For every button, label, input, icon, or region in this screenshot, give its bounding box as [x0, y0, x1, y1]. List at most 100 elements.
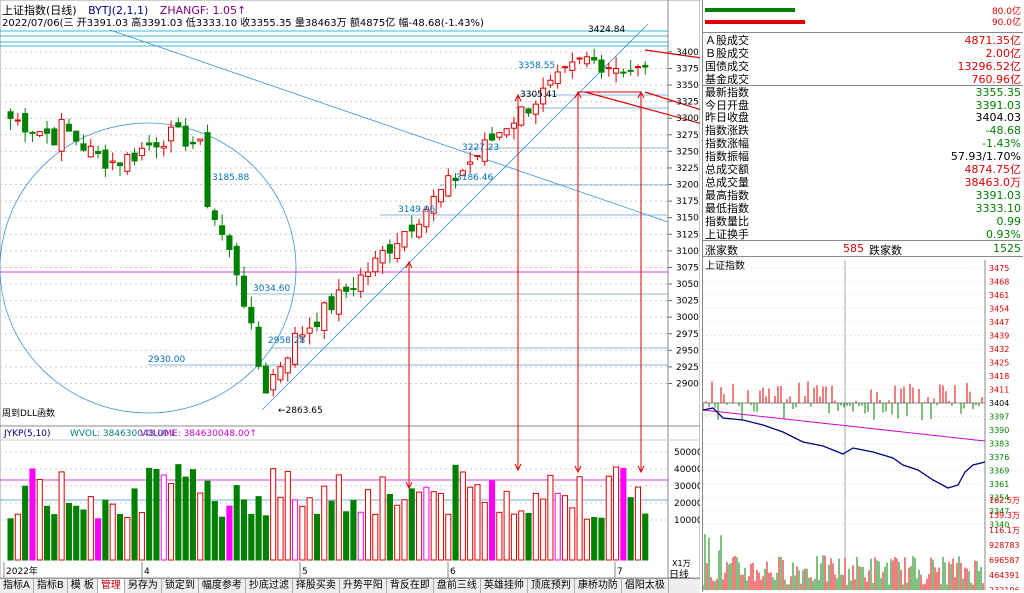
date-label: 2022年 — [6, 565, 38, 577]
candle-body — [270, 374, 277, 391]
candle-body — [43, 128, 51, 134]
volume-bar — [430, 491, 437, 561]
avg-price-line — [703, 409, 986, 442]
tab-3[interactable]: 管理 — [97, 579, 125, 593]
price-tick: 3250 — [676, 147, 699, 157]
candle-body — [620, 71, 627, 74]
intraday-tick: 3439 — [989, 332, 1009, 341]
tab-7[interactable]: 抄底过滤 — [246, 579, 293, 593]
volume-bar — [437, 492, 445, 561]
volume-bar — [386, 493, 393, 561]
quote-row: Ｂ股成交 2.00亿 — [705, 47, 1023, 60]
volume-bar — [496, 511, 503, 561]
intraday-tick: 3425 — [989, 359, 1009, 368]
candle-body — [168, 126, 175, 142]
intraday-tick: 3468 — [989, 278, 1009, 287]
volume-bar — [226, 505, 233, 561]
candle-body — [467, 161, 474, 165]
candle-body — [182, 125, 189, 147]
candle-body — [394, 243, 401, 259]
volume-tick: 50000 — [674, 448, 700, 458]
quote-label: 今日开盘 — [705, 98, 749, 112]
tab-0[interactable]: 指标A — [0, 579, 34, 593]
price-tick: 3375 — [676, 64, 699, 74]
intraday-vol-tick: 232196 — [989, 586, 1020, 590]
intraday-tick: 3390 — [989, 426, 1009, 435]
wvol-label: WVOL: 384630048.00↓ — [70, 429, 176, 439]
volume-bar — [87, 496, 94, 561]
quote-label: Ｂ股成交 — [705, 46, 749, 60]
arrow-head — [405, 481, 413, 490]
price-tick: 3225 — [676, 164, 699, 174]
tab-14[interactable]: 康桥功防 — [575, 579, 622, 593]
candle-body — [357, 274, 364, 292]
candle-body — [226, 235, 233, 250]
green-bar — [705, 8, 795, 12]
volume-bar — [423, 486, 430, 561]
kline-panel[interactable]: 3400 3375 3350 3325 3300 3275 3250 3225 3200 3175… — [0, 0, 700, 593]
volume-bar — [547, 474, 554, 561]
tab-1[interactable]: 指标B — [34, 579, 68, 593]
candle-body — [583, 56, 590, 65]
quote-label: 上证换手 — [705, 227, 749, 241]
candle-body — [452, 177, 459, 182]
downtrend-line — [109, 29, 669, 223]
candle-body — [255, 326, 262, 367]
volume-bar — [364, 489, 372, 561]
price-tick: 3325 — [676, 98, 699, 108]
drawn-circle — [0, 122, 297, 414]
candle-body — [540, 87, 547, 105]
price-line — [703, 407, 986, 489]
level-label: 3149.06 — [398, 205, 435, 215]
candle-body — [518, 106, 525, 126]
candle-body — [299, 334, 306, 338]
tab-9[interactable]: 升势平阳 — [340, 579, 387, 593]
volume-bar — [569, 507, 576, 561]
volume-bar — [153, 468, 160, 561]
quote-label: 最新指数 — [705, 85, 749, 99]
tab-2[interactable]: 模 板 — [68, 579, 98, 593]
tab-4[interactable]: 另存为 — [125, 579, 162, 593]
volume-bar — [292, 499, 299, 561]
tab-5[interactable]: 锁定到 — [162, 579, 199, 593]
volume-bar — [627, 497, 634, 561]
candle-body — [364, 271, 372, 277]
tab-15[interactable]: 倡阳太极 — [622, 579, 669, 593]
candle-body — [292, 332, 299, 365]
candle-body — [7, 111, 14, 119]
volume-bar — [335, 474, 342, 561]
bar-info: 2022/07/06(三 开3391.03 高3391.03 低3333.10 … — [2, 18, 484, 29]
volume-bar — [204, 480, 211, 561]
tab-8[interactable]: 择股买卖 — [293, 579, 340, 593]
price-tick: 2950 — [676, 346, 699, 356]
quote-row: 昨日收盘 3404.03 — [705, 111, 1023, 124]
intraday-vol-tick: 139.3万 — [989, 511, 1020, 520]
quote-value: 3333.10 — [975, 201, 1022, 215]
arrow-head — [637, 465, 645, 474]
candle-body — [248, 306, 255, 324]
quote-label: 最低指数 — [705, 201, 749, 215]
intraday-title: 上证指数 — [705, 261, 745, 272]
tab-11[interactable]: 盘前三线 — [434, 579, 481, 593]
quote-value: 38463.0万 — [964, 175, 1022, 189]
volume-bar — [14, 513, 21, 561]
intraday-tick: 3411 — [989, 386, 1009, 395]
price-tick: 2975 — [676, 330, 699, 340]
frame — [0, 0, 700, 578]
tab-13[interactable]: 顶底预判 — [528, 579, 575, 593]
tab-10[interactable]: 背反在即 — [387, 579, 434, 593]
volume-bar — [532, 492, 539, 561]
candle-body — [401, 230, 408, 248]
indicator-name: BYTJ(2,1,1) — [88, 4, 149, 17]
arrow-head — [574, 465, 582, 474]
quote-value: 4874.75亿 — [964, 163, 1022, 176]
candle-body — [80, 143, 87, 151]
candle-body — [328, 296, 335, 311]
candle-body — [350, 288, 357, 291]
volume-bar — [7, 518, 14, 561]
tab-6[interactable]: 幅度参考 — [199, 579, 246, 593]
quote-label: 指数振幅 — [705, 150, 749, 164]
candle-body — [240, 275, 248, 307]
volume-bar — [124, 517, 131, 561]
tab-12[interactable]: 英雄挂帅 — [481, 579, 528, 593]
